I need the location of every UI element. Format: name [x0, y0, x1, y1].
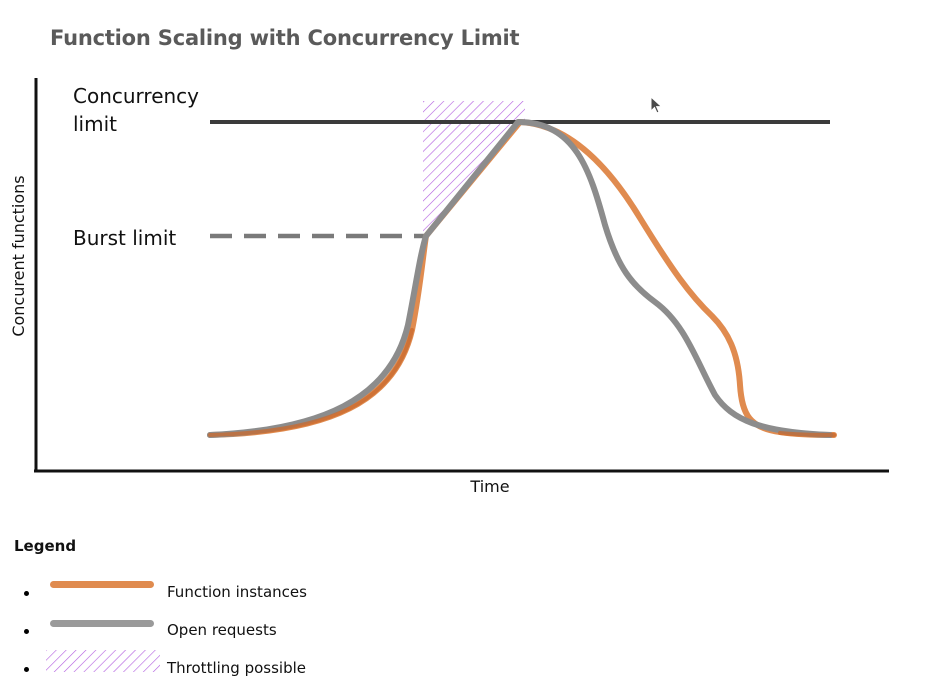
x-axis-label: Time: [469, 477, 509, 496]
function-instances-line: [207, 119, 837, 438]
legend-bullet: [24, 591, 29, 596]
legend-swatch-throttling: [46, 650, 160, 672]
legend-swatch-open-requests: [50, 620, 154, 627]
open-requests-line: [207, 119, 833, 438]
legend-label-function-instances: Function instances: [167, 583, 307, 601]
mouse-cursor-icon: [650, 96, 663, 114]
concurrency-limit-label-line2: limit: [73, 112, 117, 136]
throttling-region: [423, 101, 525, 236]
burst-limit-label: Burst limit: [73, 226, 176, 250]
y-axis-label: Concurent functions: [9, 175, 28, 336]
legend-label-open-requests: Open requests: [167, 621, 277, 639]
legend-title: Legend: [14, 537, 77, 555]
concurrency-limit-label-line1: Concurrency: [73, 84, 199, 108]
chart-title: Function Scaling with Concurrency Limit: [50, 26, 520, 50]
overlap-segment: [208, 328, 414, 437]
legend-label-throttling: Throttling possible: [167, 659, 306, 677]
legend-bullet: [24, 629, 29, 634]
legend-swatch-function-instances: [50, 581, 154, 588]
overlap-segment-right: [778, 431, 836, 437]
legend-bullet: [24, 667, 29, 672]
